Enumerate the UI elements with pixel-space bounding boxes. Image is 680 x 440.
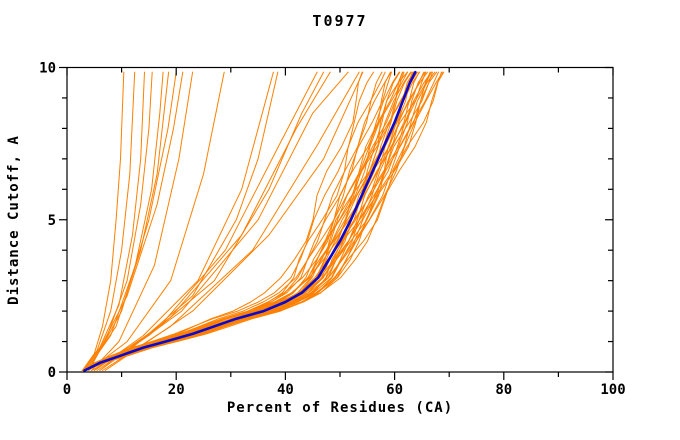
x-tick-label: 40 bbox=[277, 382, 294, 398]
curve-model-outlier bbox=[93, 71, 318, 371]
y-tick-label: 0 bbox=[48, 365, 56, 381]
curve-model bbox=[83, 71, 413, 371]
curve-model bbox=[83, 71, 401, 371]
y-axis-label: Distance Cutoff, A bbox=[6, 135, 22, 305]
curve-model-outlier bbox=[99, 71, 349, 371]
x-tick-label: 60 bbox=[386, 382, 403, 398]
curve-model bbox=[83, 71, 400, 371]
curve-model-outlier bbox=[93, 71, 274, 371]
curve-model-outlier bbox=[88, 71, 177, 371]
curve-model bbox=[85, 71, 445, 371]
curve-model-outlier bbox=[88, 71, 225, 371]
y-tick-label: 5 bbox=[48, 213, 56, 229]
curve-model bbox=[84, 71, 426, 371]
curve-model-outlier bbox=[104, 71, 364, 371]
x-tick-label: 80 bbox=[495, 382, 512, 398]
chart-title: T0977 bbox=[312, 12, 368, 30]
curve-model bbox=[83, 71, 425, 371]
x-tick-label: 20 bbox=[168, 382, 185, 398]
curve-highlight bbox=[83, 70, 417, 372]
curve-model bbox=[84, 71, 421, 371]
curve-model bbox=[81, 71, 386, 371]
curve-model-outlier bbox=[82, 71, 145, 371]
x-tick-label: 0 bbox=[63, 382, 71, 398]
curve-model-outlier bbox=[88, 71, 184, 371]
curve-model-outlier bbox=[82, 71, 136, 371]
curve-model-outlier bbox=[91, 71, 194, 371]
curve-model-outlier bbox=[81, 71, 125, 371]
curve-model-outlier bbox=[99, 71, 331, 371]
y-tick-label: 10 bbox=[39, 61, 56, 77]
x-axis-label: Percent of Residues (CA) bbox=[226, 400, 454, 416]
curve-model-outlier bbox=[85, 71, 164, 371]
curve-model bbox=[83, 71, 408, 371]
curve-model-outlier bbox=[85, 71, 170, 371]
curve-model bbox=[85, 71, 442, 371]
curve-model bbox=[84, 71, 433, 371]
x-tick-label: 100 bbox=[600, 382, 625, 398]
